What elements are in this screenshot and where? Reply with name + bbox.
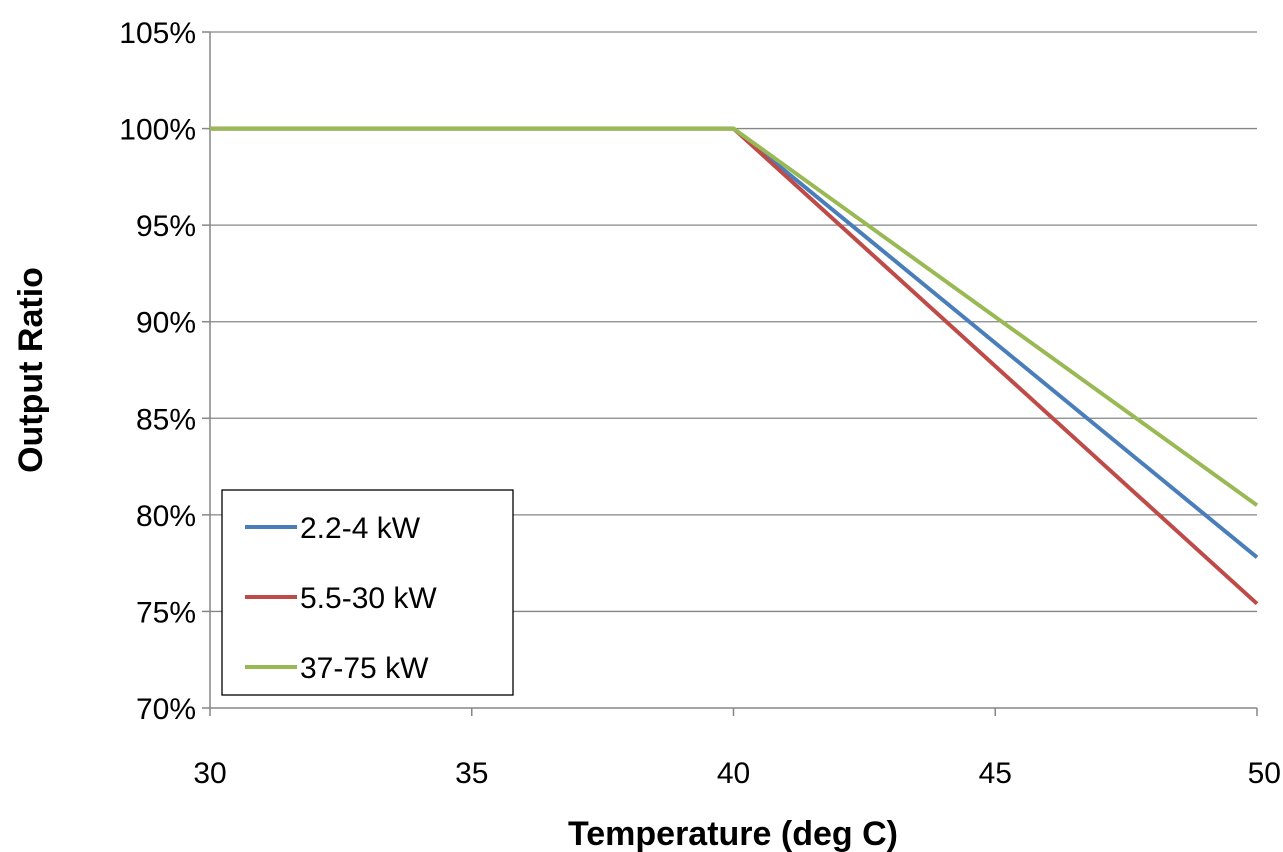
y-tick-label: 80% <box>136 500 196 533</box>
y-tick-label: 75% <box>136 596 196 629</box>
y-axis-title: Output Ratio <box>12 267 50 473</box>
x-tick-label: 40 <box>717 757 750 790</box>
legend-label: 5.5-30 kW <box>300 582 437 615</box>
series-lines <box>210 126 1259 606</box>
x-tick-label: 45 <box>979 757 1012 790</box>
tick-labels: 70% 75% 80% 85% 90% 95% 100% 105% 30 35 40 45 50 <box>119 17 1281 790</box>
legend-box <box>221 489 514 696</box>
y-tick-label: 95% <box>136 210 196 243</box>
legend: 2.2-4 kW 5.5-30 kW 37-75 kW <box>221 489 514 696</box>
legend-label: 2.2-4 kW <box>300 512 421 545</box>
legend-label: 37-75 kW <box>300 652 429 685</box>
y-tick-label: 105% <box>119 17 196 50</box>
x-axis-title: Temperature (deg C) <box>568 815 898 852</box>
axes <box>202 31 1258 716</box>
y-tick-label: 85% <box>136 403 196 436</box>
y-tick-label: 100% <box>119 114 196 147</box>
y-tick-label: 90% <box>136 307 196 340</box>
y-tick-label: 70% <box>136 693 196 726</box>
x-tick-label: 35 <box>455 757 488 790</box>
x-tick-label: 30 <box>193 757 226 790</box>
legend-items: 2.2-4 kW 5.5-30 kW 37-75 kW <box>245 512 437 685</box>
series-line-37-75-kw <box>210 126 1259 507</box>
x-tick-label: 50 <box>1248 757 1281 790</box>
